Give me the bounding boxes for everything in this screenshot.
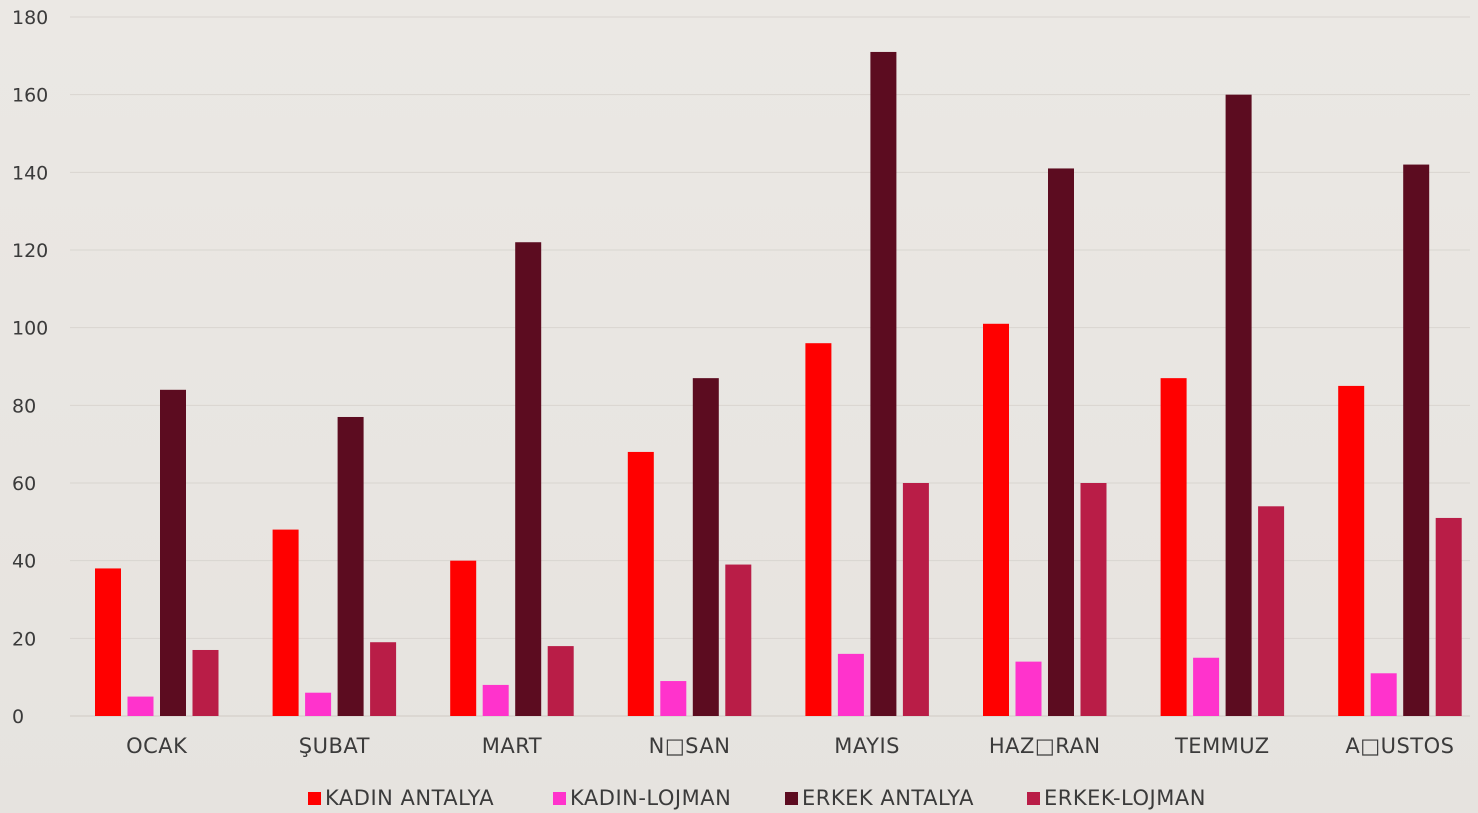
y-tick-label: 140 [12, 162, 48, 184]
x-category-label: HAZ□RAN [989, 734, 1101, 758]
bar [725, 564, 752, 716]
x-category-label: TEMMUZ [1174, 734, 1270, 758]
legend-label: KADIN ANTALYA [325, 786, 494, 810]
bar [1225, 94, 1252, 716]
x-axis-categories: OCAK ŞUBAT MART N□SAN MAYIS HAZ□RAN TEMMUZ A□US… [126, 734, 1454, 758]
bar [1015, 661, 1042, 716]
x-category-label: MAYIS [834, 734, 900, 758]
bar [95, 568, 121, 716]
legend-label: ERKEK ANTALYA [802, 786, 974, 810]
bar [450, 560, 477, 716]
bar [627, 451, 654, 716]
legend-swatch [553, 792, 566, 805]
bar [127, 696, 154, 716]
bar [870, 51, 897, 716]
legend-swatch [308, 792, 321, 805]
y-tick-label: 60 [12, 473, 36, 495]
bar [160, 389, 186, 716]
bar [1403, 164, 1430, 717]
bars [95, 51, 1462, 717]
bar [692, 378, 719, 716]
gridlines [70, 16, 1470, 717]
bar [1048, 168, 1074, 716]
y-tick-label: 120 [12, 240, 48, 262]
bar [660, 681, 687, 716]
bar [1080, 483, 1107, 716]
y-tick-label: 160 [12, 85, 48, 107]
y-tick-label: 20 [12, 628, 36, 650]
bar [482, 684, 509, 716]
legend: KADIN ANTALYA KADIN-LOJMAN ERKEK ANTALYA ER… [308, 786, 1206, 810]
bar [192, 649, 219, 716]
y-tick-label: 80 [12, 395, 36, 417]
legend-swatch [785, 792, 798, 805]
y-tick-label: 0 [12, 706, 24, 728]
x-category-label: OCAK [126, 734, 188, 758]
bar [983, 323, 1009, 716]
bar [370, 642, 397, 716]
bar [272, 529, 299, 716]
bar [837, 653, 864, 716]
bar [805, 343, 832, 716]
bar [1258, 506, 1285, 716]
y-tick-label: 180 [12, 7, 48, 29]
bar [547, 646, 574, 716]
x-category-label: A□USTOS [1345, 734, 1454, 758]
bar [515, 242, 542, 716]
y-tick-label: 100 [12, 318, 48, 340]
bar [1193, 657, 1220, 716]
bar [1370, 673, 1397, 716]
legend-label: KADIN-LOJMAN [570, 786, 731, 810]
y-axis-ticks: 0 20 40 60 80 100 120 140 160 180 [12, 7, 48, 728]
y-tick-label: 40 [12, 551, 36, 573]
legend-swatch [1027, 792, 1040, 805]
bar [337, 416, 364, 716]
bar [1160, 378, 1187, 716]
x-category-label: ŞUBAT [299, 734, 370, 758]
legend-label: ERKEK-LOJMAN [1044, 786, 1206, 810]
x-category-label: MART [482, 734, 542, 758]
bar [1435, 517, 1462, 716]
bar [305, 692, 332, 716]
bar [1338, 385, 1365, 716]
bar [902, 483, 929, 716]
x-category-label: N□SAN [649, 734, 731, 758]
